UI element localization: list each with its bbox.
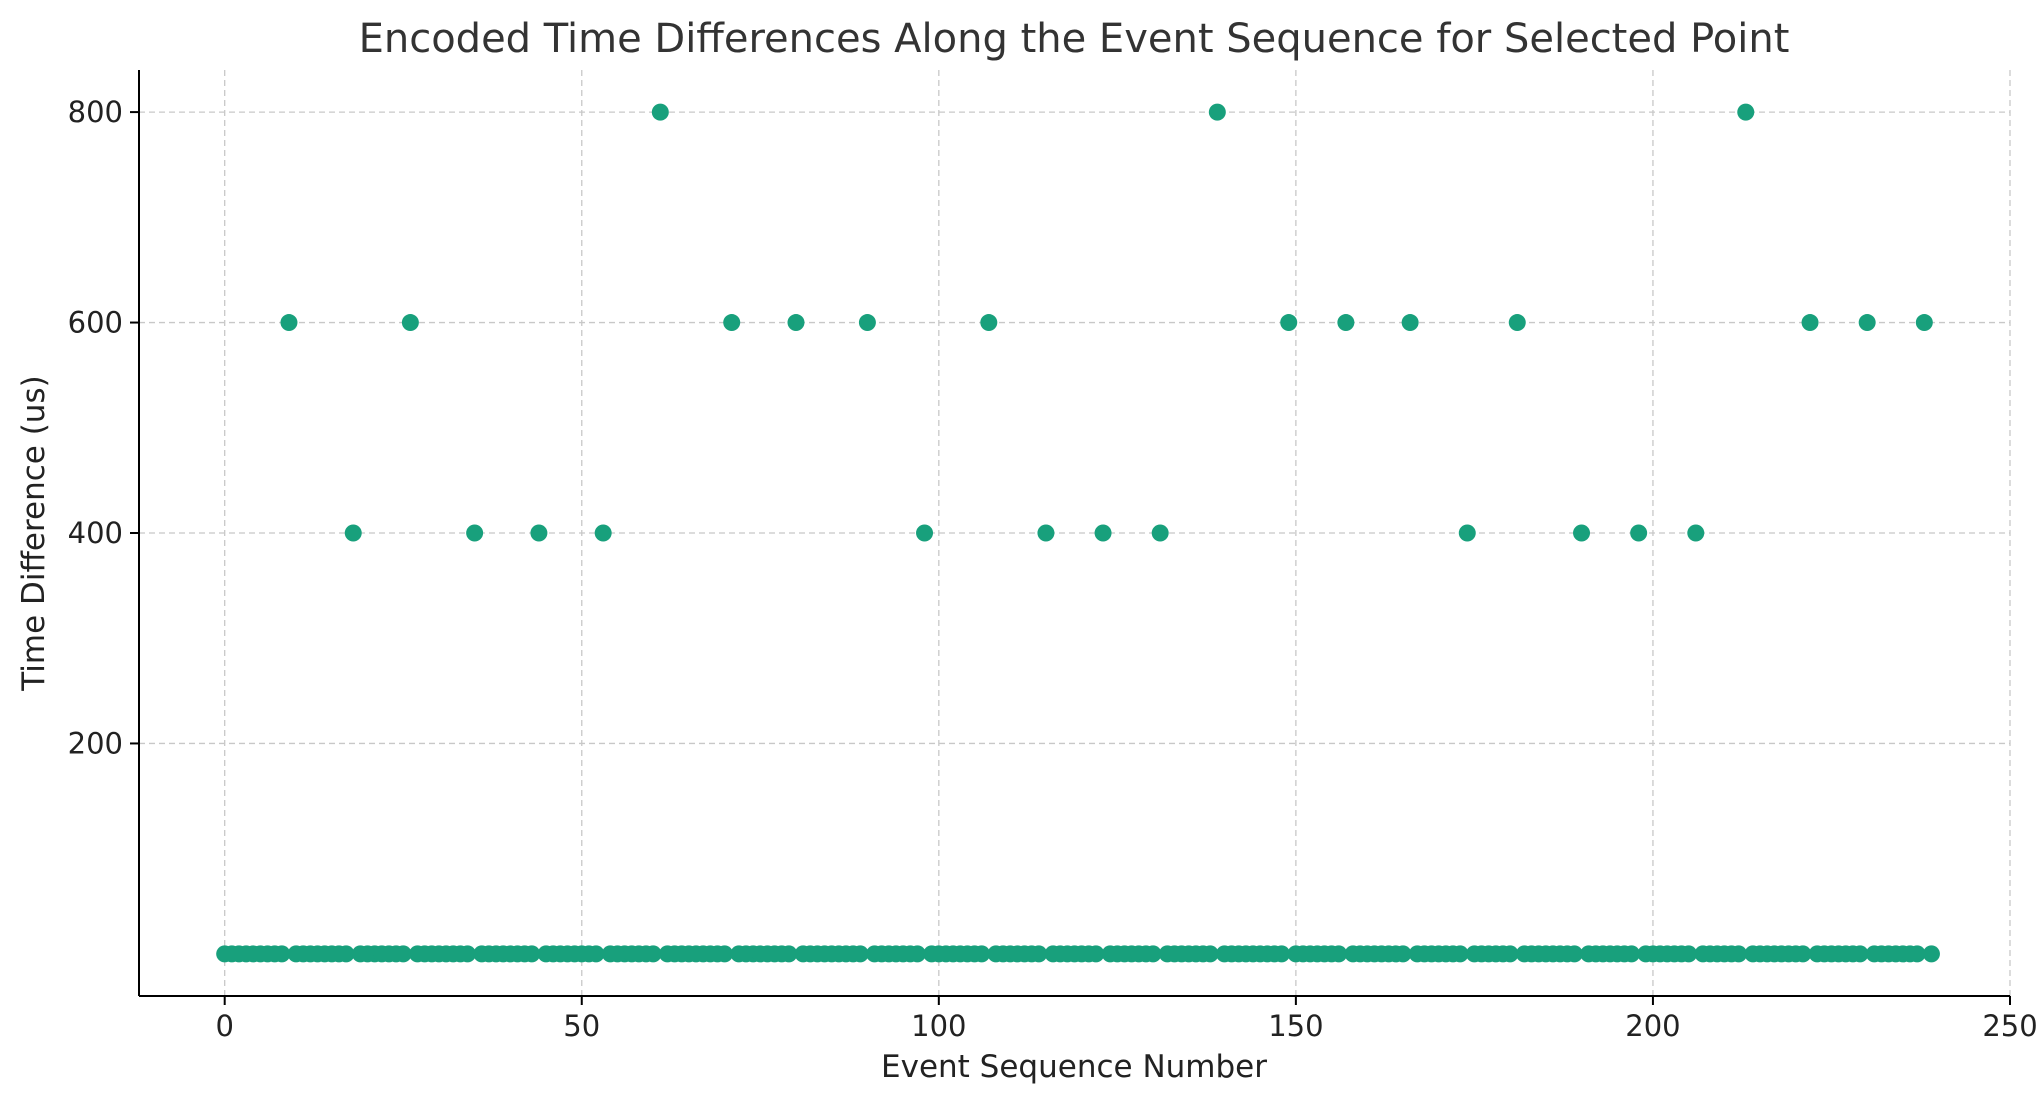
- data-points: [216, 103, 1940, 963]
- scatter-point: [401, 314, 419, 332]
- scatter-point: [908, 945, 926, 963]
- scatter-point: [1737, 103, 1755, 121]
- scatter-point: [1573, 524, 1591, 542]
- scatter-point: [1851, 945, 1869, 963]
- scatter-point: [916, 524, 934, 542]
- x-tick-label: 150: [1268, 1009, 1323, 1043]
- scatter-point: [1501, 945, 1519, 963]
- x-tick-label: 200: [1625, 1009, 1680, 1043]
- scatter-point: [858, 314, 876, 332]
- scatter-point: [1273, 945, 1291, 963]
- y-tick-label: 200: [68, 726, 123, 760]
- scatter-point: [980, 314, 998, 332]
- scatter-point: [459, 945, 476, 963]
- scatter-point: [1922, 945, 1940, 963]
- scatter-point: [1680, 945, 1698, 963]
- x-tick-label: 0: [215, 1009, 233, 1043]
- scatter-point: [1151, 524, 1169, 542]
- y-tick-label: 800: [68, 95, 123, 129]
- y-tick-label: 600: [68, 306, 123, 340]
- scatter-point: [523, 945, 541, 963]
- scatter-point: [1458, 524, 1476, 542]
- scatter-point: [651, 103, 669, 121]
- x-tick-label: 250: [1982, 1009, 2037, 1043]
- scatter-point: [644, 945, 662, 963]
- scatter-point: [1630, 524, 1648, 542]
- scatter-point: [851, 945, 869, 963]
- scatter-point: [716, 945, 734, 963]
- y-axis-label: Time Difference (us): [16, 375, 52, 691]
- scatter-point: [1030, 945, 1048, 963]
- scatter-point: [1208, 103, 1226, 121]
- scatter-point: [394, 945, 412, 963]
- grid-lines: [139, 70, 2011, 996]
- y-tick-label: 400: [68, 516, 123, 550]
- scatter-point: [594, 524, 612, 542]
- scatter-point: [587, 945, 605, 963]
- x-tick-label: 100: [911, 1009, 966, 1043]
- scatter-point: [1144, 945, 1162, 963]
- chart-title: Encoded Time Differences Along the Event…: [359, 16, 1790, 62]
- scatter-point: [280, 314, 298, 332]
- scatter-point: [337, 945, 355, 963]
- scatter-point: [723, 314, 741, 332]
- scatter-point: [787, 314, 805, 332]
- scatter-point: [1451, 945, 1469, 963]
- scatter-point: [1801, 314, 1819, 332]
- scatter-point: [973, 945, 991, 963]
- scatter-point: [1401, 314, 1419, 332]
- x-tick-label: 50: [563, 1009, 600, 1043]
- scatter-point: [466, 524, 484, 542]
- x-axis-label: Event Sequence Number: [881, 1049, 1267, 1085]
- scatter-point: [1094, 524, 1112, 542]
- tick-labels: 0 50 100 150 200 250 200 400 600 800: [68, 95, 2038, 1043]
- scatter-point: [1394, 945, 1412, 963]
- scatter-point: [1508, 314, 1526, 332]
- scatter-point: [1037, 524, 1055, 542]
- scatter-point: [1915, 314, 1933, 332]
- scatter-point: [344, 524, 362, 542]
- scatter-point: [1087, 945, 1105, 963]
- scatter-point: [1337, 314, 1355, 332]
- scatter-point: [780, 945, 798, 963]
- scatter-point: [1565, 945, 1583, 963]
- scatter-point: [1623, 945, 1641, 963]
- scatter-point: [1280, 314, 1298, 332]
- scatter-point: [1330, 945, 1348, 963]
- scatter-point: [273, 945, 291, 963]
- scatter-point: [530, 524, 548, 542]
- scatter-point: [1908, 945, 1926, 963]
- scatter-point: [1730, 945, 1748, 963]
- scatter-point: [1201, 945, 1219, 963]
- scatter-point: [1687, 524, 1705, 542]
- scatter-point: [1858, 314, 1876, 332]
- scatter-point: [1794, 945, 1812, 963]
